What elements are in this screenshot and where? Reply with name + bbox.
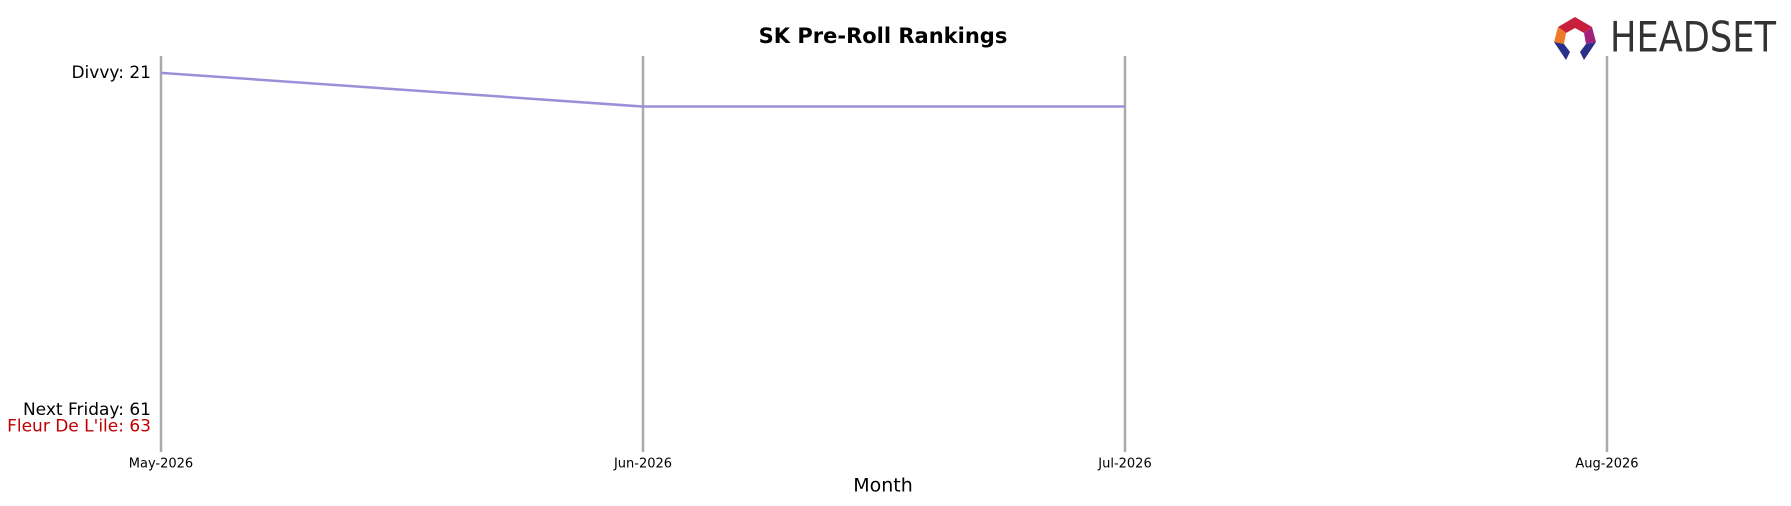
chart-title: SK Pre-Roll Rankings [759,24,1008,48]
logo-icon [1580,42,1596,60]
logo-icon [1554,42,1570,60]
series-line: Divvy [160,71,1125,108]
x-tick-label: Jun-2026 [613,457,672,472]
logo-icon [1584,27,1596,44]
end-label: Divvy: 21 [71,63,151,83]
x-tick-label: May-2026 [129,457,193,472]
logo: HEADSET [1554,13,1776,62]
logo-icon [1554,27,1566,44]
end-label: Next Friday: 61 [23,400,151,420]
x-axis-label: Month [853,475,913,497]
x-tick-label: Jul-2026 [1097,457,1151,472]
logo-text: HEADSET [1610,13,1776,62]
end-label: Fleur De L'ile: 63 [7,417,151,437]
logo-icon [1558,17,1592,33]
x-tick-label: Aug-2026 [1575,457,1638,472]
